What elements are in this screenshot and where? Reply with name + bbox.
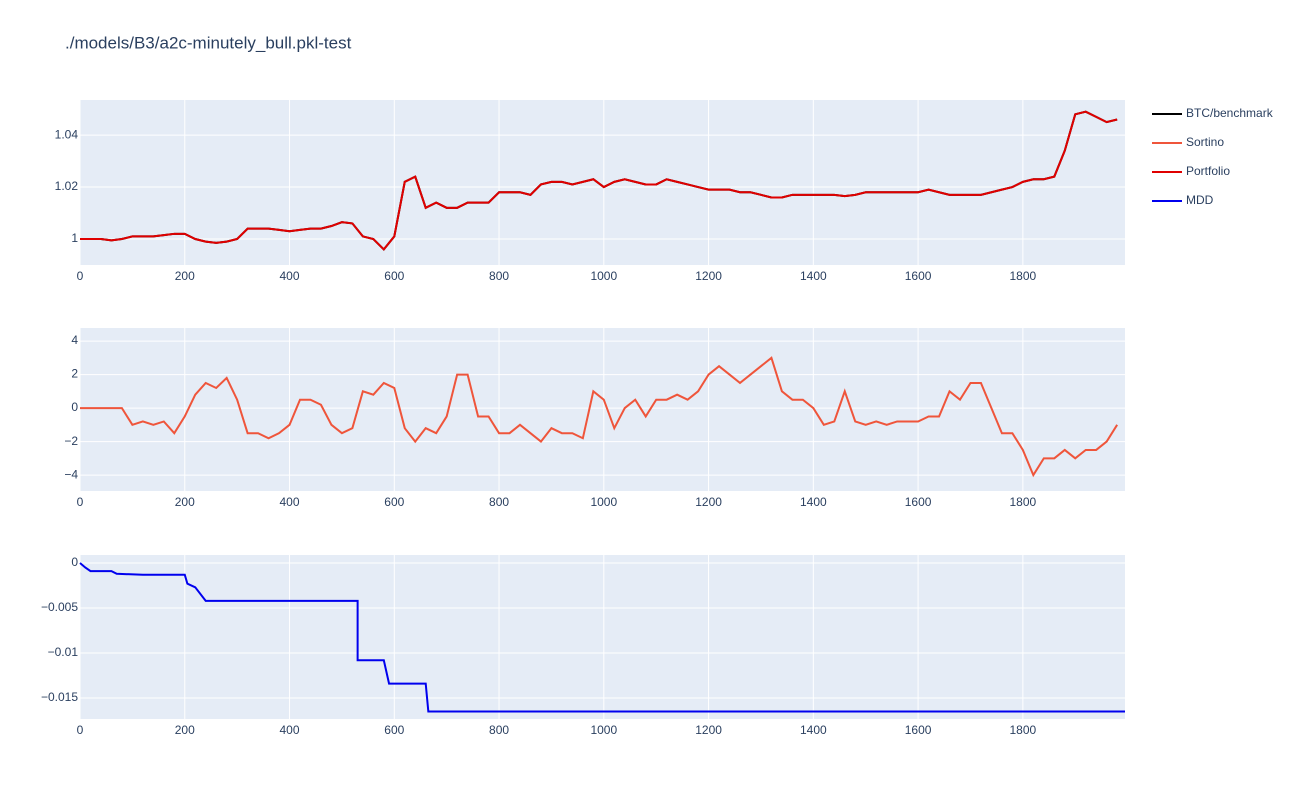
chart-title: ./models/B3/a2c-minutely_bull.pkl-test	[65, 33, 352, 52]
x-tick-label: 400	[280, 495, 300, 509]
legend-label: Portfolio	[1186, 164, 1230, 178]
line-series	[79, 562, 1125, 713]
x-tick-label: 1600	[905, 723, 932, 737]
line-series	[80, 356, 1118, 478]
x-tick-label: 1800	[1010, 495, 1037, 509]
x-tick-label: 1600	[905, 269, 932, 283]
x-tick-label: 200	[175, 495, 195, 509]
x-tick-label: 600	[384, 495, 404, 509]
plot-area	[80, 100, 1125, 265]
x-tick-label: 1400	[800, 269, 827, 283]
y-tick-label: 1.04	[55, 127, 79, 141]
x-tick-label: 600	[384, 269, 404, 283]
y-tick-label: −0.01	[48, 645, 79, 659]
x-tick-label: 600	[384, 723, 404, 737]
x-tick-label: 200	[175, 269, 195, 283]
y-tick-label: −4	[64, 467, 78, 481]
x-tick-label: 1400	[800, 495, 827, 509]
x-tick-label: 0	[77, 723, 84, 737]
x-tick-label: 1000	[590, 269, 617, 283]
y-tick-label: 4	[71, 333, 78, 347]
x-tick-label: 1000	[590, 723, 617, 737]
x-tick-label: 1200	[695, 723, 722, 737]
x-tick-label: 800	[489, 269, 509, 283]
y-tick-label: 0	[71, 555, 78, 569]
y-tick-label: −0.015	[41, 690, 78, 704]
x-tick-label: 1800	[1010, 723, 1037, 737]
x-tick-label: 0	[77, 269, 84, 283]
legend-label: BTC/benchmark	[1186, 106, 1274, 120]
y-tick-label: 0	[71, 400, 78, 414]
x-tick-label: 1600	[905, 495, 932, 509]
plot-area	[80, 328, 1125, 491]
y-tick-label: 2	[71, 367, 78, 381]
x-tick-label: 200	[175, 723, 195, 737]
y-tick-label: −2	[64, 434, 78, 448]
x-tick-label: 1800	[1010, 269, 1037, 283]
y-tick-label: 1	[71, 231, 78, 245]
y-tick-label: 1.02	[55, 179, 79, 193]
x-tick-label: 1200	[695, 269, 722, 283]
line-series	[80, 110, 1118, 251]
plot-area	[80, 555, 1125, 719]
x-tick-label: 800	[489, 495, 509, 509]
x-tick-label: 400	[280, 269, 300, 283]
x-tick-label: 800	[489, 723, 509, 737]
x-tick-label: 1200	[695, 495, 722, 509]
x-tick-label: 1000	[590, 495, 617, 509]
x-tick-label: 1400	[800, 723, 827, 737]
x-tick-label: 0	[77, 495, 84, 509]
legend-label: MDD	[1186, 193, 1214, 207]
x-tick-label: 400	[280, 723, 300, 737]
y-tick-label: −0.005	[41, 600, 78, 614]
legend-label: Sortino	[1186, 135, 1224, 149]
